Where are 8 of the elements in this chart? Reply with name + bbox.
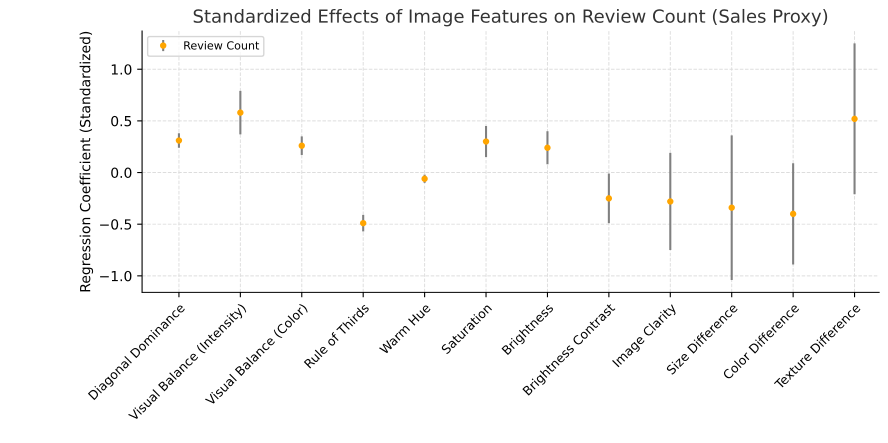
chart-title: Standardized Effects of Image Features on Review Count (Sales Proxy) — [194, 8, 828, 26]
y-axis-title: Regression Coefficient (Standardized) — [80, 32, 94, 292]
y-tick-label: −0.5 — [100, 219, 132, 230]
y-tick-label: −1.0 — [100, 270, 132, 282]
y-tick-label: 0.0 — [111, 168, 132, 178]
y-tick-label: 1.0 — [112, 64, 132, 75]
legend-label: Review Count — [184, 41, 260, 50]
y-tick-label: 0.5 — [111, 116, 132, 126]
